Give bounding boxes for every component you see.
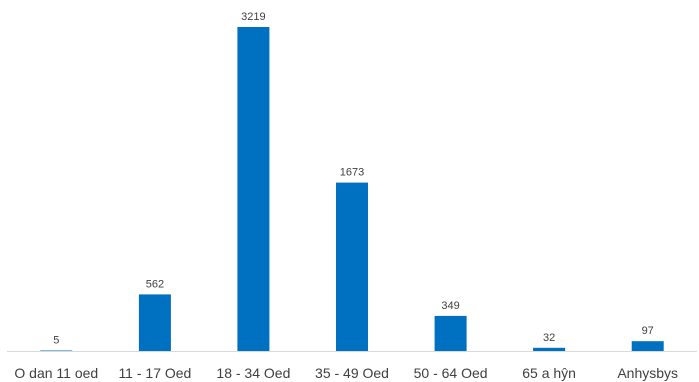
value-labels-group: 5 562 3219 1673 349 32 97 [53, 11, 654, 347]
bar-1 [138, 294, 171, 351]
bar-4 [434, 315, 467, 351]
category-labels-group: O dan 11 oed 11 - 17 Oed 18 - 34 Oed 35 - 4… [14, 365, 678, 381]
category-label-1: 11 - 17 Oed [118, 365, 191, 381]
bar-2 [237, 27, 270, 351]
category-label-5: 65 a hŷn [522, 365, 576, 381]
bar-3 [336, 182, 368, 351]
category-label-2: 18 - 34 Oed [216, 365, 290, 381]
value-label-2: 3219 [241, 11, 265, 23]
bar-6 [631, 341, 664, 351]
value-label-1: 562 [146, 278, 164, 290]
value-label-4: 349 [441, 300, 459, 312]
bars-group [40, 27, 664, 351]
category-label-4: 50 - 64 Oed [414, 365, 488, 381]
bar-0 [40, 350, 73, 351]
category-label-0: O dan 11 oed [14, 365, 98, 381]
value-label-3: 1673 [340, 167, 364, 179]
value-label-6: 97 [642, 325, 654, 337]
category-label-6: Anhysbys [617, 365, 678, 381]
value-label-0: 5 [53, 335, 59, 347]
bar-5 [533, 347, 566, 351]
category-label-3: 35 - 49 Oed [315, 365, 389, 381]
value-label-5: 32 [543, 332, 555, 344]
